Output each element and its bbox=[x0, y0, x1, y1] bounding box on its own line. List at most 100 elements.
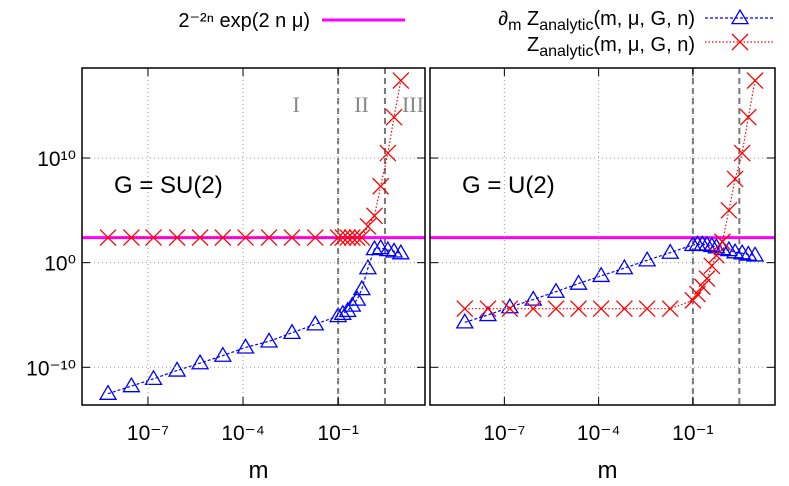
legend-label: 2⁻²ⁿ exp(2 n μ) bbox=[178, 10, 310, 32]
triangle-marker bbox=[329, 306, 348, 323]
cross-marker bbox=[638, 300, 656, 318]
triangle-marker bbox=[713, 239, 732, 256]
triangle-marker bbox=[638, 250, 657, 267]
x-tick-label: 10⁻¹ bbox=[672, 422, 713, 445]
triangle-marker bbox=[333, 304, 352, 321]
cross-marker bbox=[456, 300, 474, 318]
cross-marker bbox=[615, 300, 633, 318]
triangle-marker bbox=[524, 290, 543, 306]
region-label: I bbox=[292, 92, 299, 117]
cross-marker bbox=[479, 300, 497, 318]
triangle-marker bbox=[259, 332, 279, 348]
triangle-marker bbox=[98, 384, 118, 400]
legend-label: Zanalytic(m, μ, G, n) bbox=[527, 34, 695, 60]
triangle-marker bbox=[378, 240, 397, 257]
cross-marker bbox=[306, 229, 324, 247]
triangle-marker bbox=[190, 353, 210, 370]
cross-marker bbox=[214, 229, 232, 247]
triangle-marker bbox=[348, 290, 367, 306]
triangle-marker bbox=[352, 279, 371, 296]
triangle-marker bbox=[144, 369, 163, 386]
legend-marker bbox=[730, 8, 750, 25]
plot-area bbox=[430, 68, 775, 405]
triangle-marker bbox=[282, 323, 302, 340]
panel: 10⁻⁷ 10⁻⁴ 10⁻¹ m G = U(2) bbox=[429, 67, 776, 484]
cross-marker bbox=[283, 229, 301, 247]
triangle-marker bbox=[546, 282, 566, 298]
triangle-marker bbox=[569, 274, 588, 290]
cross-marker bbox=[329, 229, 347, 247]
region-label: III bbox=[402, 92, 424, 117]
triangle-marker bbox=[213, 346, 232, 362]
triangle-marker bbox=[358, 258, 378, 275]
triangle-marker bbox=[745, 246, 765, 262]
cross-marker bbox=[359, 217, 377, 235]
x-tick-label: 10⁻⁷ bbox=[127, 422, 169, 445]
triangle-marker bbox=[365, 239, 384, 256]
x-tick-label: 10⁻⁷ bbox=[483, 422, 525, 445]
cross-marker bbox=[501, 300, 519, 318]
region-label: II bbox=[354, 92, 369, 117]
cross-marker bbox=[707, 246, 725, 264]
panel-annotation: G = U(2) bbox=[462, 172, 555, 199]
cross-marker bbox=[191, 229, 209, 247]
cross-marker bbox=[746, 72, 764, 90]
cross-marker bbox=[366, 207, 383, 225]
cross-marker bbox=[726, 170, 744, 188]
triangle-marker bbox=[661, 243, 680, 259]
cross-marker bbox=[379, 144, 397, 162]
legend-label: ∂m Zanalytic(m, μ, G, n) bbox=[498, 8, 695, 34]
triangle-marker bbox=[236, 338, 255, 354]
plot-area: I II III bbox=[82, 68, 425, 405]
y-tick-label: 10⁻¹⁰ bbox=[26, 357, 76, 380]
triangle-marker bbox=[615, 258, 634, 275]
cross-marker bbox=[570, 300, 588, 318]
cross-marker bbox=[661, 300, 679, 318]
x-axis-label: m bbox=[598, 457, 618, 484]
triangle-marker bbox=[343, 296, 362, 312]
cross-marker bbox=[168, 229, 186, 247]
plot-frame bbox=[81, 67, 426, 406]
triangle-marker bbox=[739, 245, 758, 261]
triangle-marker bbox=[697, 235, 717, 252]
cross-marker bbox=[720, 201, 738, 219]
triangle-marker bbox=[338, 301, 357, 318]
cross-marker bbox=[592, 300, 610, 318]
cross-marker bbox=[698, 270, 716, 288]
cross-marker bbox=[122, 229, 140, 247]
cross-marker bbox=[392, 72, 410, 90]
cross-marker bbox=[689, 285, 706, 303]
cross-marker bbox=[237, 229, 255, 247]
cross-marker bbox=[339, 229, 357, 247]
triangle-marker bbox=[500, 297, 520, 314]
triangle-marker bbox=[391, 243, 410, 260]
plot-frame bbox=[429, 67, 776, 406]
cross-marker bbox=[385, 108, 403, 126]
x-tick-label: 10⁻⁴ bbox=[221, 422, 264, 445]
cross-marker bbox=[524, 300, 542, 318]
cross-marker bbox=[739, 108, 757, 126]
cross-marker bbox=[703, 257, 721, 275]
x-axis-label: m bbox=[249, 457, 269, 484]
cross-marker bbox=[334, 229, 352, 247]
cross-marker bbox=[99, 229, 117, 247]
x-tick-label: 10⁻¹ bbox=[317, 422, 358, 445]
y-tick-label: 10¹⁰ bbox=[37, 148, 76, 171]
cross-marker bbox=[353, 229, 371, 247]
x-tick-label: 10⁻⁴ bbox=[577, 422, 620, 445]
cross-marker bbox=[260, 229, 278, 247]
series-line bbox=[108, 80, 402, 239]
triangle-marker bbox=[478, 305, 498, 322]
cross-marker bbox=[733, 144, 751, 162]
triangle-marker bbox=[306, 314, 325, 331]
cross-marker bbox=[693, 278, 711, 296]
cross-marker bbox=[343, 229, 361, 247]
cross-marker bbox=[713, 233, 731, 251]
triangle-marker bbox=[733, 243, 752, 260]
y-tick-label: 10⁰ bbox=[44, 253, 76, 276]
triangle-marker bbox=[591, 266, 611, 283]
cross-marker bbox=[372, 177, 390, 195]
triangle-marker bbox=[455, 313, 474, 329]
